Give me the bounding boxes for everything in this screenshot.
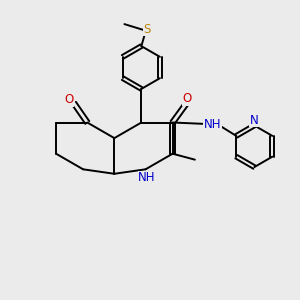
Text: NH: NH	[204, 118, 221, 131]
Text: O: O	[183, 92, 192, 105]
Text: NH: NH	[138, 171, 156, 184]
Text: S: S	[144, 23, 151, 36]
Text: N: N	[250, 114, 259, 127]
Text: O: O	[64, 93, 73, 106]
